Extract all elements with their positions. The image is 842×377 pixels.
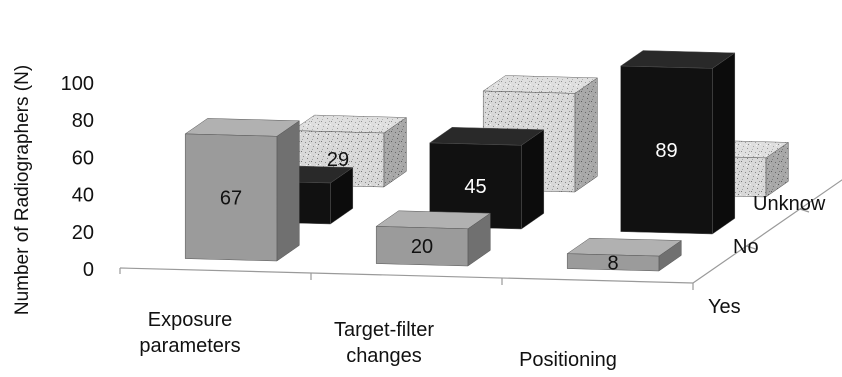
y-tick-label: 60 bbox=[72, 147, 94, 169]
category-label: parameters bbox=[139, 335, 240, 357]
depth-tick bbox=[799, 208, 810, 213]
bar-side-shade bbox=[383, 117, 407, 187]
bar-side bbox=[712, 52, 736, 235]
y-tick-label: 100 bbox=[61, 73, 94, 95]
y-tick-label: 0 bbox=[83, 259, 94, 281]
category-label: changes bbox=[346, 345, 422, 367]
category-label: Exposure bbox=[148, 309, 233, 331]
label-group: 0 20 40 60 80 100 Number of Radiographers (N) E… bbox=[12, 65, 826, 371]
bar-side bbox=[276, 120, 300, 262]
depth-tick bbox=[746, 245, 756, 250]
bar: 45 bbox=[428, 127, 545, 230]
bar: 89 bbox=[619, 50, 736, 235]
y-tick-label: 40 bbox=[72, 185, 94, 207]
depth-label: Unknow bbox=[753, 193, 826, 215]
y-tick-label: 20 bbox=[72, 222, 94, 244]
bar-value-label: 29 bbox=[327, 149, 349, 171]
bar: 8 bbox=[566, 237, 683, 274]
bar-side bbox=[521, 129, 545, 230]
depth-label: No bbox=[733, 236, 759, 258]
y-tick-label: 80 bbox=[72, 110, 94, 132]
bar-top-shade bbox=[292, 115, 407, 133]
depth-label: Yes bbox=[708, 296, 741, 318]
bar-group: 29532122458967208 bbox=[184, 50, 790, 274]
bar-top-shade bbox=[483, 75, 598, 94]
bar-front bbox=[429, 142, 522, 230]
bar-front bbox=[566, 253, 660, 272]
bar: 67 bbox=[184, 118, 301, 262]
bar-front bbox=[620, 65, 713, 235]
bar-value-label: 20 bbox=[411, 236, 433, 258]
bar: 20 bbox=[375, 210, 492, 267]
bar-side-shade bbox=[765, 142, 789, 197]
bar-value-label: 45 bbox=[464, 176, 486, 198]
bar-value-label: 67 bbox=[220, 188, 242, 210]
y-axis-title: Number of Radiographers (N) bbox=[12, 65, 33, 315]
category-label: Target-filter bbox=[334, 319, 434, 341]
bar-value-label: 8 bbox=[607, 252, 618, 274]
bar-value-label: 89 bbox=[655, 140, 677, 162]
bar-front bbox=[375, 226, 469, 267]
bar-side-shade bbox=[574, 77, 598, 192]
chart-floor bbox=[119, 179, 842, 290]
bar-front bbox=[184, 133, 278, 262]
category-label: Positioning bbox=[519, 349, 617, 371]
